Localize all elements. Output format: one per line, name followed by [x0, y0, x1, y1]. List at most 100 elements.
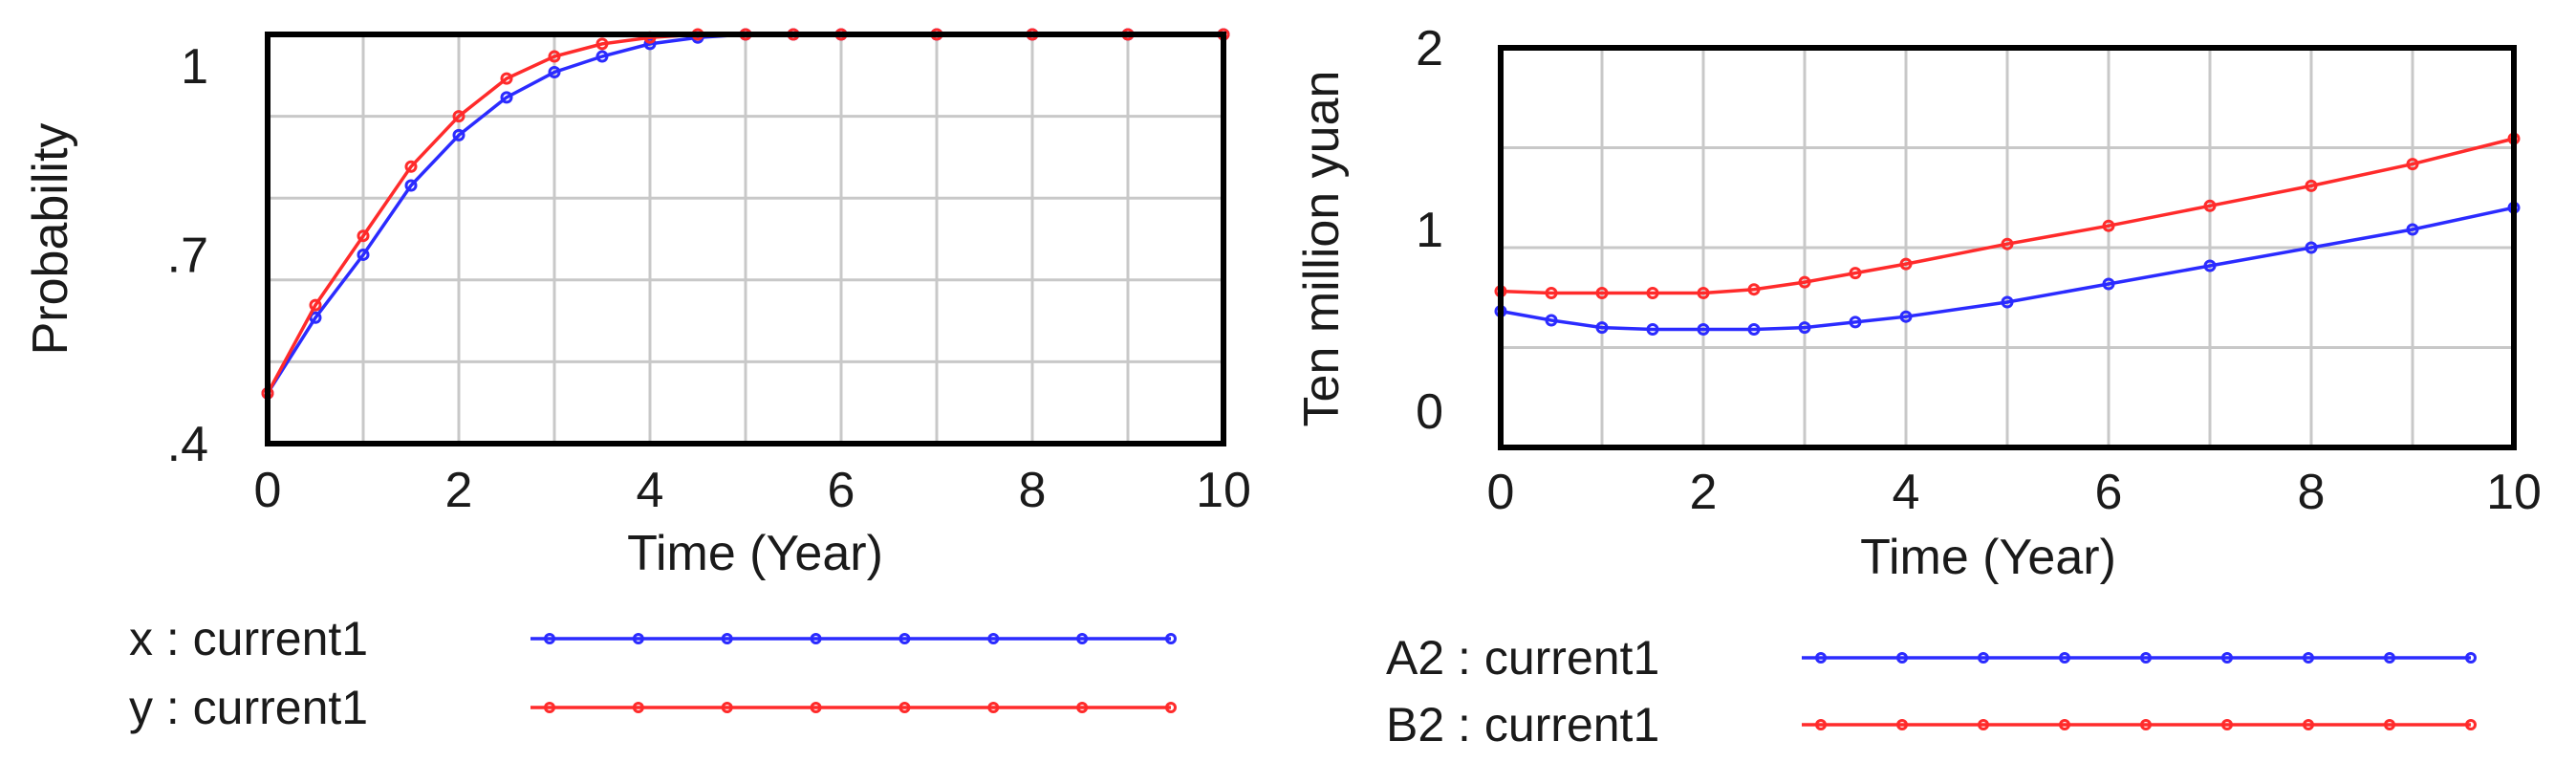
data-point: [2406, 223, 2419, 236]
legend-swatch-marker: [2059, 719, 2070, 730]
data-point: [1697, 287, 1710, 299]
data-point: [2102, 219, 2115, 232]
plot-frame: [265, 32, 1226, 446]
data-point: [548, 66, 561, 79]
x-tick-label: 4: [1893, 465, 1920, 520]
data-point: [2203, 259, 2217, 272]
legend-swatch-marker: [1978, 652, 1989, 664]
legend-item: y : current1: [129, 681, 1177, 734]
data-point: [452, 128, 465, 142]
x-tick-label: 0: [254, 463, 282, 518]
y-tick-label: .7: [167, 228, 208, 283]
series-line: [1500, 137, 2515, 295]
data-point: [1899, 257, 1913, 271]
data-point: [2406, 158, 2419, 171]
plot-frame: [1498, 45, 2517, 450]
x-tick-label: 10: [1196, 463, 1251, 518]
y-tick-label: 0: [1416, 384, 1443, 440]
legend-swatch-marker: [987, 702, 1000, 713]
legend-swatch-marker: [632, 702, 644, 713]
data-point: [1798, 275, 1811, 289]
legend-swatch-marker: [632, 633, 644, 644]
data-point: [1798, 321, 1811, 335]
legend-swatch-marker: [1815, 652, 1827, 664]
x-tick-label: 4: [637, 463, 664, 518]
legend-swatch-marker: [810, 702, 822, 713]
ten-million-yuan-chart: 0 2 4 6 8 10 0 1 2 Time (Year) Ten million yuan A2 …: [1294, 21, 2542, 751]
data-point: [309, 298, 322, 312]
grid: [268, 34, 1223, 444]
x-tick-label: 2: [445, 463, 473, 518]
legend-swatch-marker: [1076, 633, 1089, 644]
data-point: [2001, 237, 2014, 250]
x-tick-label: 6: [828, 463, 855, 518]
data-point: [595, 50, 609, 63]
legend-swatch-marker: [898, 702, 911, 713]
legend-swatch-marker: [2221, 652, 2233, 664]
data-point: [500, 72, 513, 85]
x-axis-label: Time (Year): [1860, 530, 2116, 585]
data-point: [309, 311, 322, 324]
probability-chart: 0 2 4 6 8 10 .4 .7 1 Time (Year) Probability x : cu…: [23, 28, 1251, 734]
legend-swatch-marker: [1896, 719, 1908, 730]
data-point: [404, 179, 418, 192]
y-axis-label: Ten million yuan: [1294, 71, 1350, 427]
data-point: [1747, 323, 1761, 336]
legend-item: x : current1: [129, 612, 1177, 665]
data-point: [1545, 287, 1558, 299]
legend-swatch-marker: [544, 702, 555, 713]
data-point: [2305, 241, 2318, 254]
series-2: [1494, 132, 2521, 299]
legend-swatch-marker: [1815, 719, 1827, 730]
data-point: [357, 248, 370, 261]
legend-swatch-marker: [1165, 633, 1177, 644]
data-point: [1545, 314, 1558, 327]
legend-label: B2 : current1: [1386, 698, 1659, 751]
legend: x : current1 y : current1: [129, 612, 1177, 734]
legend-label: y : current1: [129, 681, 368, 734]
legend-swatch-marker: [2140, 719, 2152, 730]
series-line: [1500, 206, 2515, 332]
legend-swatch-marker: [2384, 652, 2395, 664]
data-point: [2305, 179, 2318, 192]
data-point: [1595, 287, 1609, 299]
legend-item: A2 : current1: [1386, 631, 2477, 685]
x-tick-label: 10: [2486, 465, 2542, 520]
data-point: [548, 50, 561, 63]
data-point: [500, 91, 513, 104]
legend-swatch-marker: [1896, 652, 1908, 664]
x-tick-label: 0: [1487, 465, 1515, 520]
data-point: [404, 160, 418, 173]
data-point: [1899, 310, 1913, 323]
data-point: [2001, 295, 2014, 309]
legend-swatch-marker: [810, 633, 822, 644]
legend-swatch-marker: [898, 633, 911, 644]
legend-swatch-marker: [2303, 652, 2314, 664]
data-point: [2203, 199, 2217, 212]
data-point: [357, 229, 370, 243]
legend-swatch-marker: [2465, 652, 2477, 664]
legend-swatch-marker: [1076, 702, 1089, 713]
legend-swatch-marker: [2221, 719, 2233, 730]
x-tick-label: 8: [2298, 465, 2326, 520]
legend-label: x : current1: [129, 612, 368, 665]
data-point: [452, 110, 465, 123]
data-point: [595, 37, 609, 51]
legend-swatch-marker: [987, 633, 1000, 644]
x-tick-label: 8: [1019, 463, 1047, 518]
data-point: [1646, 287, 1659, 299]
legend-swatch-marker: [544, 633, 555, 644]
x-tick-label: 2: [1690, 465, 1718, 520]
data-point: [1849, 267, 1862, 280]
data-point: [1747, 283, 1761, 296]
legend-swatch-marker: [2059, 652, 2070, 664]
legend-swatch-marker: [2384, 719, 2395, 730]
legend-swatch-marker: [2140, 652, 2152, 664]
data-point: [1849, 316, 1862, 329]
x-tick-label: 6: [2095, 465, 2123, 520]
legend-label: A2 : current1: [1386, 631, 1659, 685]
data-point: [2102, 277, 2115, 291]
legend-swatch-marker: [1165, 702, 1177, 713]
y-tick-label: 1: [181, 39, 208, 95]
